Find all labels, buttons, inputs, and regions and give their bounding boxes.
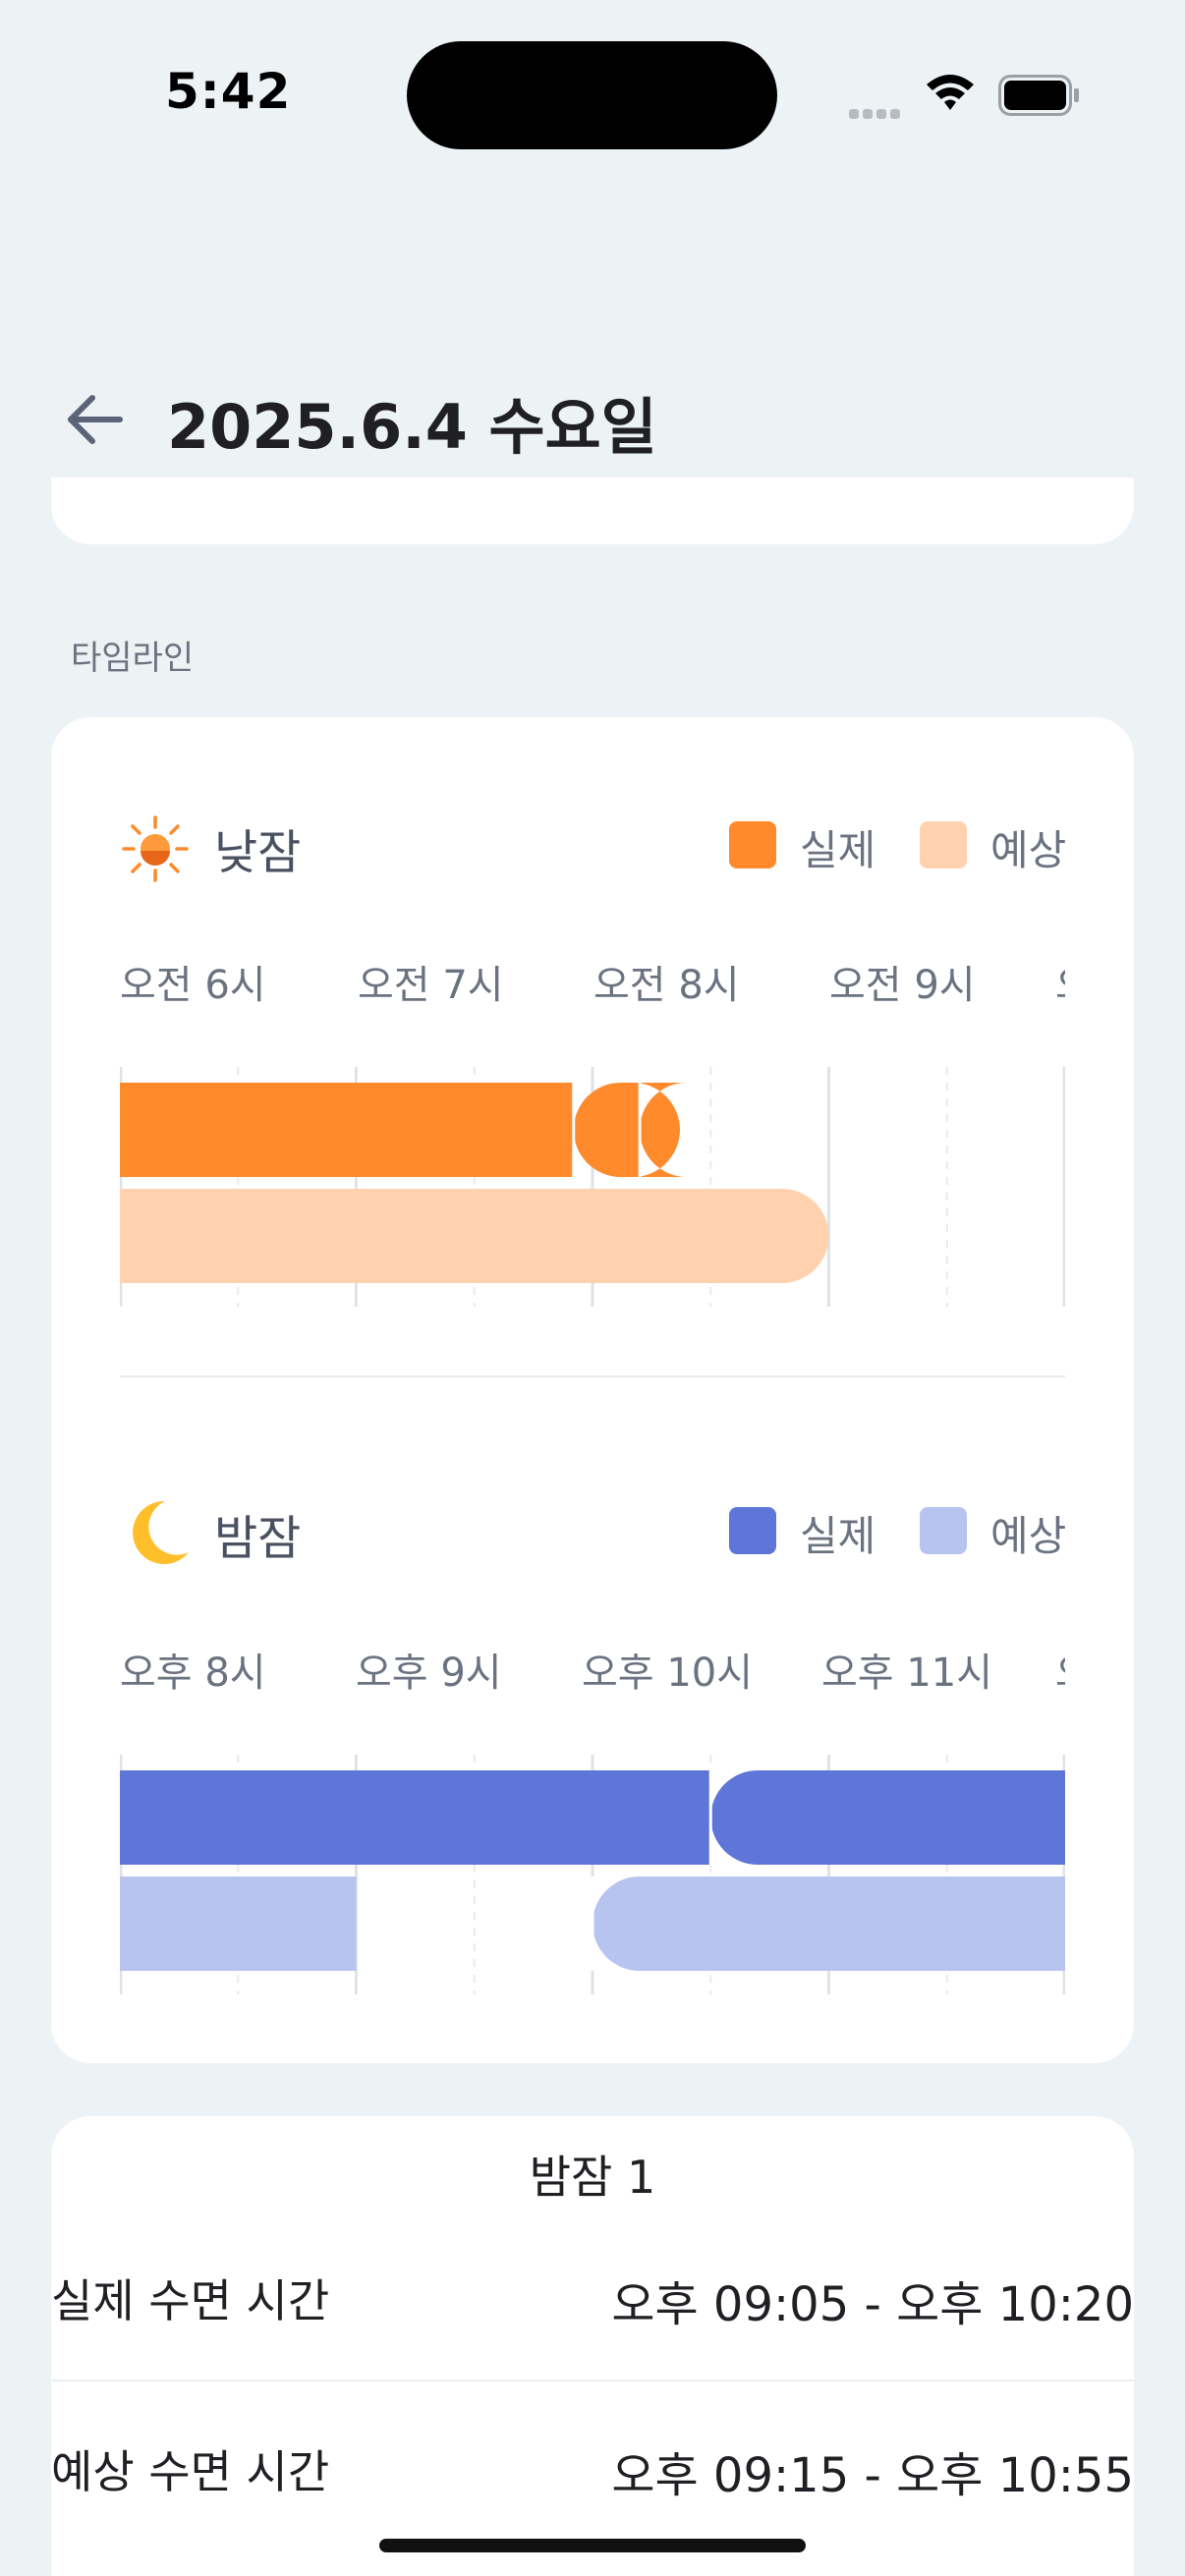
night-legend-actual-label: 실제: [800, 1512, 876, 1560]
nap-tick-label: 오전 6시: [120, 963, 266, 1008]
nap-legend-actual-label: 실제: [800, 826, 876, 874]
night-legend-expected-swatch: [920, 1507, 967, 1554]
moon-icon: [133, 1500, 189, 1564]
expected-sleep-value: 오후 09:15 - 오후 10:55: [611, 2448, 1134, 2503]
night-expected-bar: [592, 1876, 1065, 1971]
wifi-icon: [927, 75, 974, 110]
actual-sleep-label: 실제 수면 시간: [51, 2274, 330, 2327]
back-button[interactable]: [59, 383, 132, 456]
sun-icon: [122, 815, 189, 882]
night-actual-bar: [120, 1770, 711, 1865]
page-title: 2025.6.4 수요일: [167, 391, 657, 463]
nap-tick-label: 오전 9시: [829, 963, 976, 1008]
dynamic-island: [407, 41, 777, 149]
night-legend-actual-swatch: [729, 1507, 776, 1554]
signal-icon: [849, 104, 904, 123]
nap-expected-bar: [120, 1189, 829, 1283]
night-tick-label: 오: [1055, 1641, 1065, 1698]
night-tick-label: 오후 10시: [582, 1651, 754, 1696]
night-timeline-chart: [120, 1755, 1065, 1994]
battery-icon: [998, 75, 1079, 116]
timeline-section-label: 타임라인: [71, 639, 195, 678]
nap-legend-expected-label: 예상: [990, 826, 1065, 874]
sleep-detail-card[interactable]: [51, 2116, 1134, 2576]
nap-legend-expected-swatch: [920, 821, 967, 868]
status-time: 5:42: [165, 63, 292, 120]
nap-tick-label: 오전 7시: [358, 963, 504, 1008]
night-expected-bar: [120, 1876, 357, 1971]
nap-actual-bar: [120, 1083, 574, 1177]
nap-actual-bar: [573, 1083, 641, 1177]
night-chart-title: 밤잠: [214, 1511, 302, 1566]
night-legend-expected-label: 예상: [990, 1512, 1065, 1560]
nap-timeline-chart: [120, 1067, 1065, 1307]
night-tick-label: 오후 8시: [120, 1651, 266, 1696]
nap-tick-row: 오전 6시 오전 7시 오전 8시 오전 9시 오: [120, 953, 1065, 1012]
nap-chart-title: 낮잠: [214, 825, 302, 880]
nap-actual-bar: [632, 1083, 688, 1177]
expected-sleep-label: 예상 수면 시간: [51, 2445, 330, 2498]
summary-card: [51, 477, 1134, 544]
night-tick-row: 오후 8시 오후 9시 오후 10시 오후 11시 오: [120, 1641, 1065, 1700]
row-divider: [51, 2380, 1134, 2381]
home-indicator: [379, 2539, 806, 2552]
nap-tick-label: 오: [1055, 953, 1065, 1010]
night-tick-label: 오후 9시: [356, 1651, 502, 1696]
night-actual-bar: [710, 1770, 1065, 1865]
night-tick-label: 오후 11시: [821, 1651, 993, 1696]
nap-tick-label: 오전 8시: [593, 963, 740, 1008]
arrow-left-icon: [68, 395, 123, 444]
nap-legend-actual-swatch: [729, 821, 776, 868]
actual-sleep-value: 오후 09:05 - 오후 10:20: [611, 2277, 1134, 2332]
chart-separator: [120, 1375, 1065, 1377]
detail-title: 밤잠 1: [529, 2151, 656, 2204]
